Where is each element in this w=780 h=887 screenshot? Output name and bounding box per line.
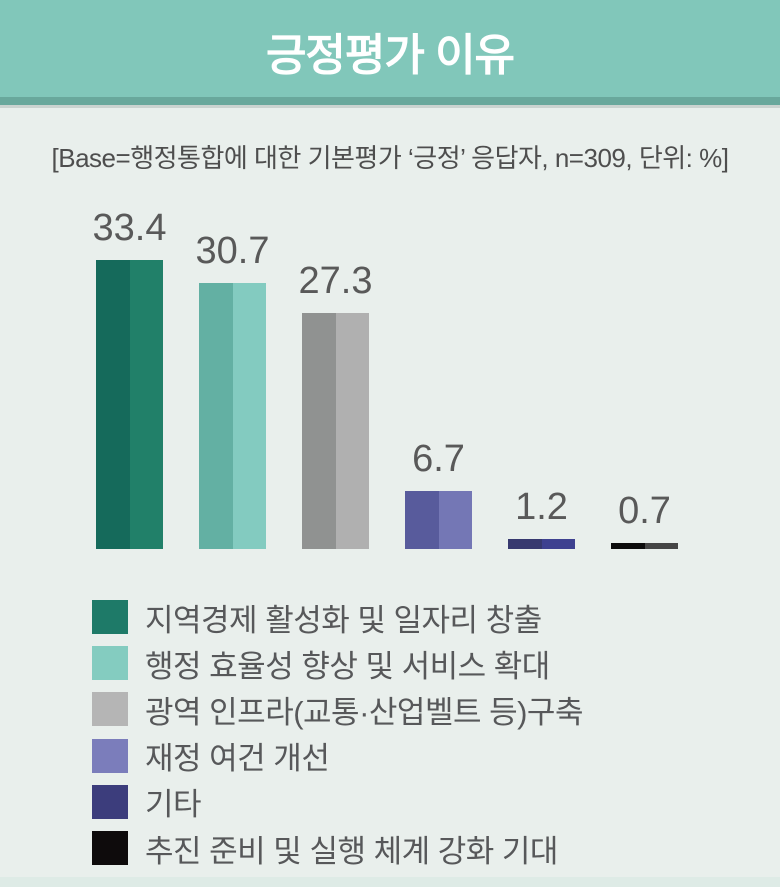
legend-item-3: 광역 인프라(교통·산업벨트 등)구축 [92, 686, 583, 732]
bar-left-half [611, 543, 645, 549]
legend-label: 기타 [145, 787, 202, 823]
banner-divider-line [0, 105, 780, 108]
bar-right-half [335, 313, 369, 549]
bar-left-half [508, 539, 542, 549]
legend-item-5: 기타 [92, 779, 583, 825]
bottom-accent-strip [0, 877, 780, 887]
bar-right-half [644, 543, 678, 549]
base-note: [Base=행정통합에 대한 기본평가 ‘긍정’ 응답자, n=309, 단위:… [51, 143, 729, 173]
bar-right-half [438, 491, 472, 549]
bar-1: 33.4 [93, 207, 166, 549]
bar-right-half [232, 283, 266, 549]
legend-label: 지역경제 활성화 및 일자리 창출 [145, 602, 542, 638]
bar-value-label: 33.4 [92, 207, 167, 249]
bar-value-label: 27.3 [298, 260, 373, 302]
bar-2: 30.7 [196, 230, 269, 549]
legend-swatch [92, 692, 128, 727]
legend-item-4: 재정 여건 개선 [92, 733, 583, 779]
legend-label: 추진 준비 및 실행 체계 강화 기대 [145, 833, 558, 869]
title-banner: 긍정평가 이유 [0, 0, 780, 97]
bar-value-label: 6.7 [412, 438, 465, 480]
bar-left-half [405, 491, 439, 549]
bar-6: 0.7 [611, 490, 678, 549]
bar-right-half [541, 539, 575, 549]
bar-value-label: 1.2 [515, 486, 568, 528]
bar-left-half [302, 313, 336, 549]
legend-label: 광역 인프라(교통·산업벨트 등)구축 [145, 694, 583, 730]
legend-swatch [92, 738, 128, 773]
legend-label: 행정 효율성 향상 및 서비스 확대 [145, 648, 550, 684]
legend-swatch [92, 784, 128, 819]
legend-label: 재정 여건 개선 [145, 741, 330, 777]
page-title: 긍정평가 이유 [265, 30, 515, 80]
banner-accent-band [0, 97, 780, 105]
bar-5: 1.2 [508, 486, 575, 549]
legend-item-1: 지역경제 활성화 및 일자리 창출 [92, 594, 583, 640]
bar-left-half [96, 260, 130, 549]
legend-item-6: 추진 준비 및 실행 체계 강화 기대 [92, 825, 583, 871]
legend-swatch [92, 831, 128, 866]
legend-item-2: 행정 효율성 향상 및 서비스 확대 [92, 640, 583, 686]
legend-swatch [92, 646, 128, 681]
bar-value-label: 0.7 [618, 490, 671, 532]
bar-left-half [199, 283, 233, 549]
bar-right-half [129, 260, 163, 549]
bar-3: 27.3 [299, 260, 372, 549]
bar-4: 6.7 [405, 438, 472, 549]
bar-value-label: 30.7 [195, 230, 270, 272]
legend-swatch [92, 600, 128, 635]
